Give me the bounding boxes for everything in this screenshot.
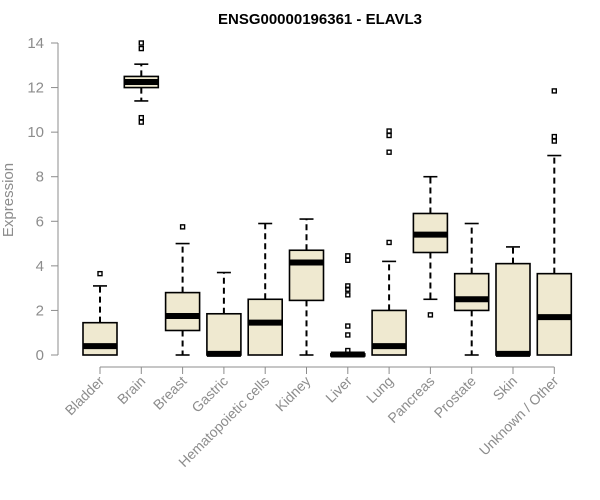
y-tick-label: 10 [27,124,44,141]
x-tick-label: Kidney [272,373,314,415]
y-tick-label: 14 [27,35,44,52]
box-body [288,249,325,302]
box-9 [412,175,449,318]
outlier-point [427,312,434,318]
x-tick-label: Lung [363,373,396,406]
y-tick-label: 6 [36,213,44,230]
box-8 [371,128,407,356]
outlier-point [551,138,557,144]
x-tick-label: Prostate [431,373,479,421]
outlier-point [138,119,145,125]
outlier-point [386,149,392,155]
outlier-point [345,292,351,298]
box-7 [329,253,366,358]
outlier-point [138,45,145,52]
box-12 [536,88,573,356]
box-body [495,262,531,356]
outlier-point [345,253,351,259]
axes: 0 2 4 6 8 10 12 14 [27,35,555,374]
outlier-point [97,270,103,277]
outlier-point [345,257,351,263]
y-tick-label: 0 [36,347,44,364]
outlier-point [386,132,392,139]
box-2 [123,40,160,125]
x-tick-label: Brain [114,373,148,407]
box-4 [206,271,242,357]
outlier-point [179,224,186,230]
outlier-point [138,114,145,121]
x-tick-label: Liver [322,373,355,406]
outlier-point [345,323,351,329]
chart-title: ENSG00000196361 - ELAVL3 [218,11,422,28]
y-tick-label: 2 [36,302,44,319]
outlier-point [551,88,557,94]
box-body [206,312,242,356]
box-body [453,272,490,312]
y-tick-label: 4 [36,258,44,275]
x-tick-label: Breast [150,373,190,413]
outlier-point [386,239,392,246]
box-1 [82,270,118,356]
outlier-point [345,332,351,338]
outlier-point [345,347,351,354]
x-tick-label: Skin [490,373,521,404]
box-3 [164,224,201,356]
box-5 [247,222,283,356]
y-axis-label: Expression [0,163,17,237]
box-6 [288,218,325,356]
outlier-point [345,283,351,289]
y-tick-label: 12 [27,80,44,97]
boxes [82,40,573,358]
y-tick-label: 8 [36,169,44,186]
box-body [82,321,118,356]
outlier-point [551,133,557,140]
box-body [247,298,283,356]
outlier-point [386,128,392,134]
box-body [164,291,201,332]
outlier-point [138,40,145,46]
box-11 [495,246,531,357]
x-tick-label: Bladder [62,373,108,419]
box-10 [453,222,490,356]
